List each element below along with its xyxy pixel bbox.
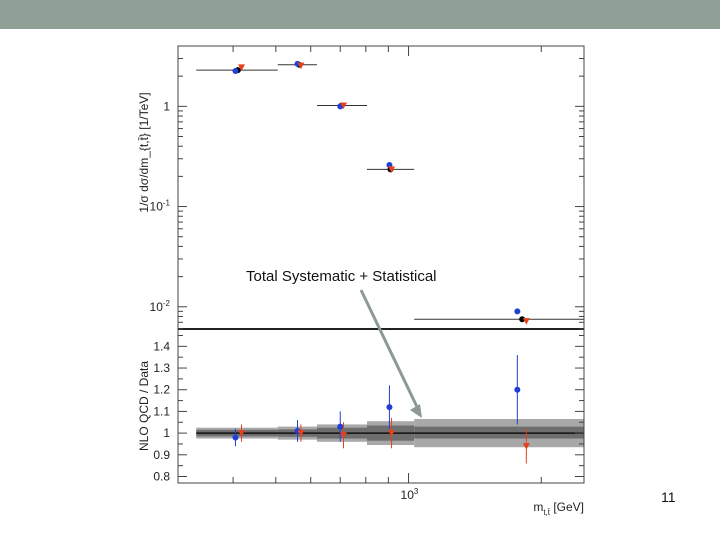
upper-point-triangle: [238, 64, 246, 71]
annotation-arrow-shaft: [359, 289, 421, 412]
x-axis-label: mt,t̄ [GeV]: [533, 500, 584, 517]
lower-panel-frame: [177, 328, 585, 484]
x-tick-label: 103: [401, 487, 419, 502]
upper-y-tick-label: 10-2: [150, 299, 171, 314]
lower-y-tick-label: 1.4: [153, 339, 170, 353]
upper-y-axis-label: 1/σ dσ/dm_{t,t̄} [1/TeV]: [137, 92, 151, 212]
lower-y-tick-label: 1: [163, 426, 170, 440]
lower-point-circle: [232, 434, 239, 441]
annotation-arrow-head: [410, 404, 422, 418]
upper-point-circle: [519, 316, 526, 323]
upper-point-circle: [232, 68, 239, 75]
lower-point-triangle: [522, 443, 530, 450]
lower-y-axis-label: NLO QCD / Data: [137, 361, 151, 451]
lower-point-circle: [337, 423, 344, 430]
annotation-label: Total Systematic + Statistical: [246, 268, 437, 285]
lower-point-triangle: [388, 430, 396, 437]
upper-point-circle: [514, 308, 521, 315]
lower-y-tick-label: 1.3: [153, 361, 170, 375]
lower-y-tick-label: 1.1: [153, 404, 170, 418]
page-number: 11: [661, 489, 676, 505]
lower-point-triangle: [238, 430, 246, 437]
lower-point-triangle: [297, 430, 305, 437]
upper-y-tick-label: 10-1: [150, 199, 171, 214]
lower-point-circle: [514, 386, 521, 393]
slide-top-bar: [0, 0, 720, 29]
upper-point-triangle: [522, 318, 530, 325]
lower-y-tick-label: 0.8: [153, 469, 170, 483]
lower-y-tick-label: 1.2: [153, 383, 170, 397]
upper-y-tick-label: 1: [163, 99, 170, 113]
lower-y-tick-label: 0.9: [153, 448, 170, 462]
lower-point-triangle: [340, 432, 348, 439]
upper-point-triangle: [388, 166, 396, 173]
upper-panel-frame: [177, 45, 585, 330]
upper-point-triangle: [340, 102, 348, 109]
upper-point-triangle: [297, 62, 305, 70]
lower-point-circle: [386, 404, 393, 411]
